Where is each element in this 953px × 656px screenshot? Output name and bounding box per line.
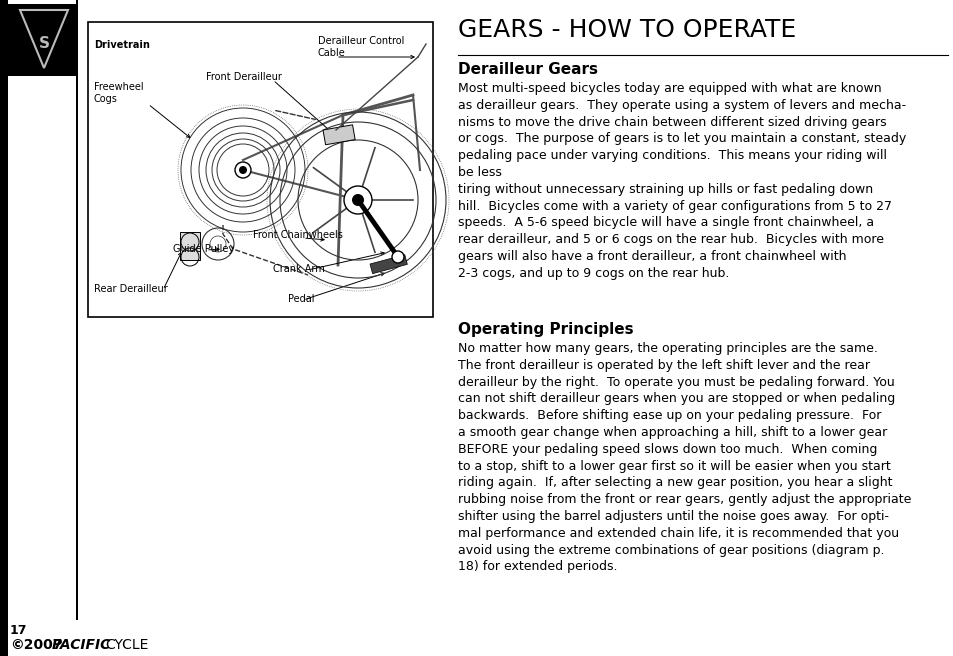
Text: PACIFIC: PACIFIC [52,638,112,652]
Bar [0,0,8,656]
Text: Derailleur Control
Cable: Derailleur Control Cable [317,36,404,58]
Text: Rear Derailleur: Rear Derailleur [94,284,168,294]
Text: Pedal: Pedal [288,294,314,304]
Text: S: S [38,37,50,52]
Text: Guide Pulley: Guide Pulley [172,244,233,254]
Circle shape [234,162,251,178]
Circle shape [344,186,372,214]
Circle shape [392,251,403,263]
Text: No matter how many gears, the operating principles are the same.
The front derai: No matter how many gears, the operating … [457,342,910,573]
Text: ©2007: ©2007 [10,638,62,652]
Text: Most multi-speed bicycles today are equipped with what are known
as derailleur g: Most multi-speed bicycles today are equi… [457,82,905,280]
Bar [88,22,433,317]
Text: GEARS - HOW TO OPERATE: GEARS - HOW TO OPERATE [457,18,796,42]
Text: Front Chainwheels: Front Chainwheels [253,230,342,240]
Bar [8,4,76,76]
Text: CYCLE: CYCLE [105,638,149,652]
Circle shape [239,166,247,174]
Text: 17: 17 [10,624,28,637]
Text: Operating Principles: Operating Principles [457,322,633,337]
Bar [370,255,407,274]
Text: Front Derailleur: Front Derailleur [206,72,281,82]
Bar [76,0,78,620]
Bar [180,232,200,260]
Text: Derailleur Gears: Derailleur Gears [457,62,598,77]
Circle shape [352,194,364,206]
Text: Freewheel
Cogs: Freewheel Cogs [94,82,144,104]
Text: Crank Arm: Crank Arm [273,264,324,274]
Text: Drivetrain: Drivetrain [94,40,150,50]
Bar [323,125,355,145]
